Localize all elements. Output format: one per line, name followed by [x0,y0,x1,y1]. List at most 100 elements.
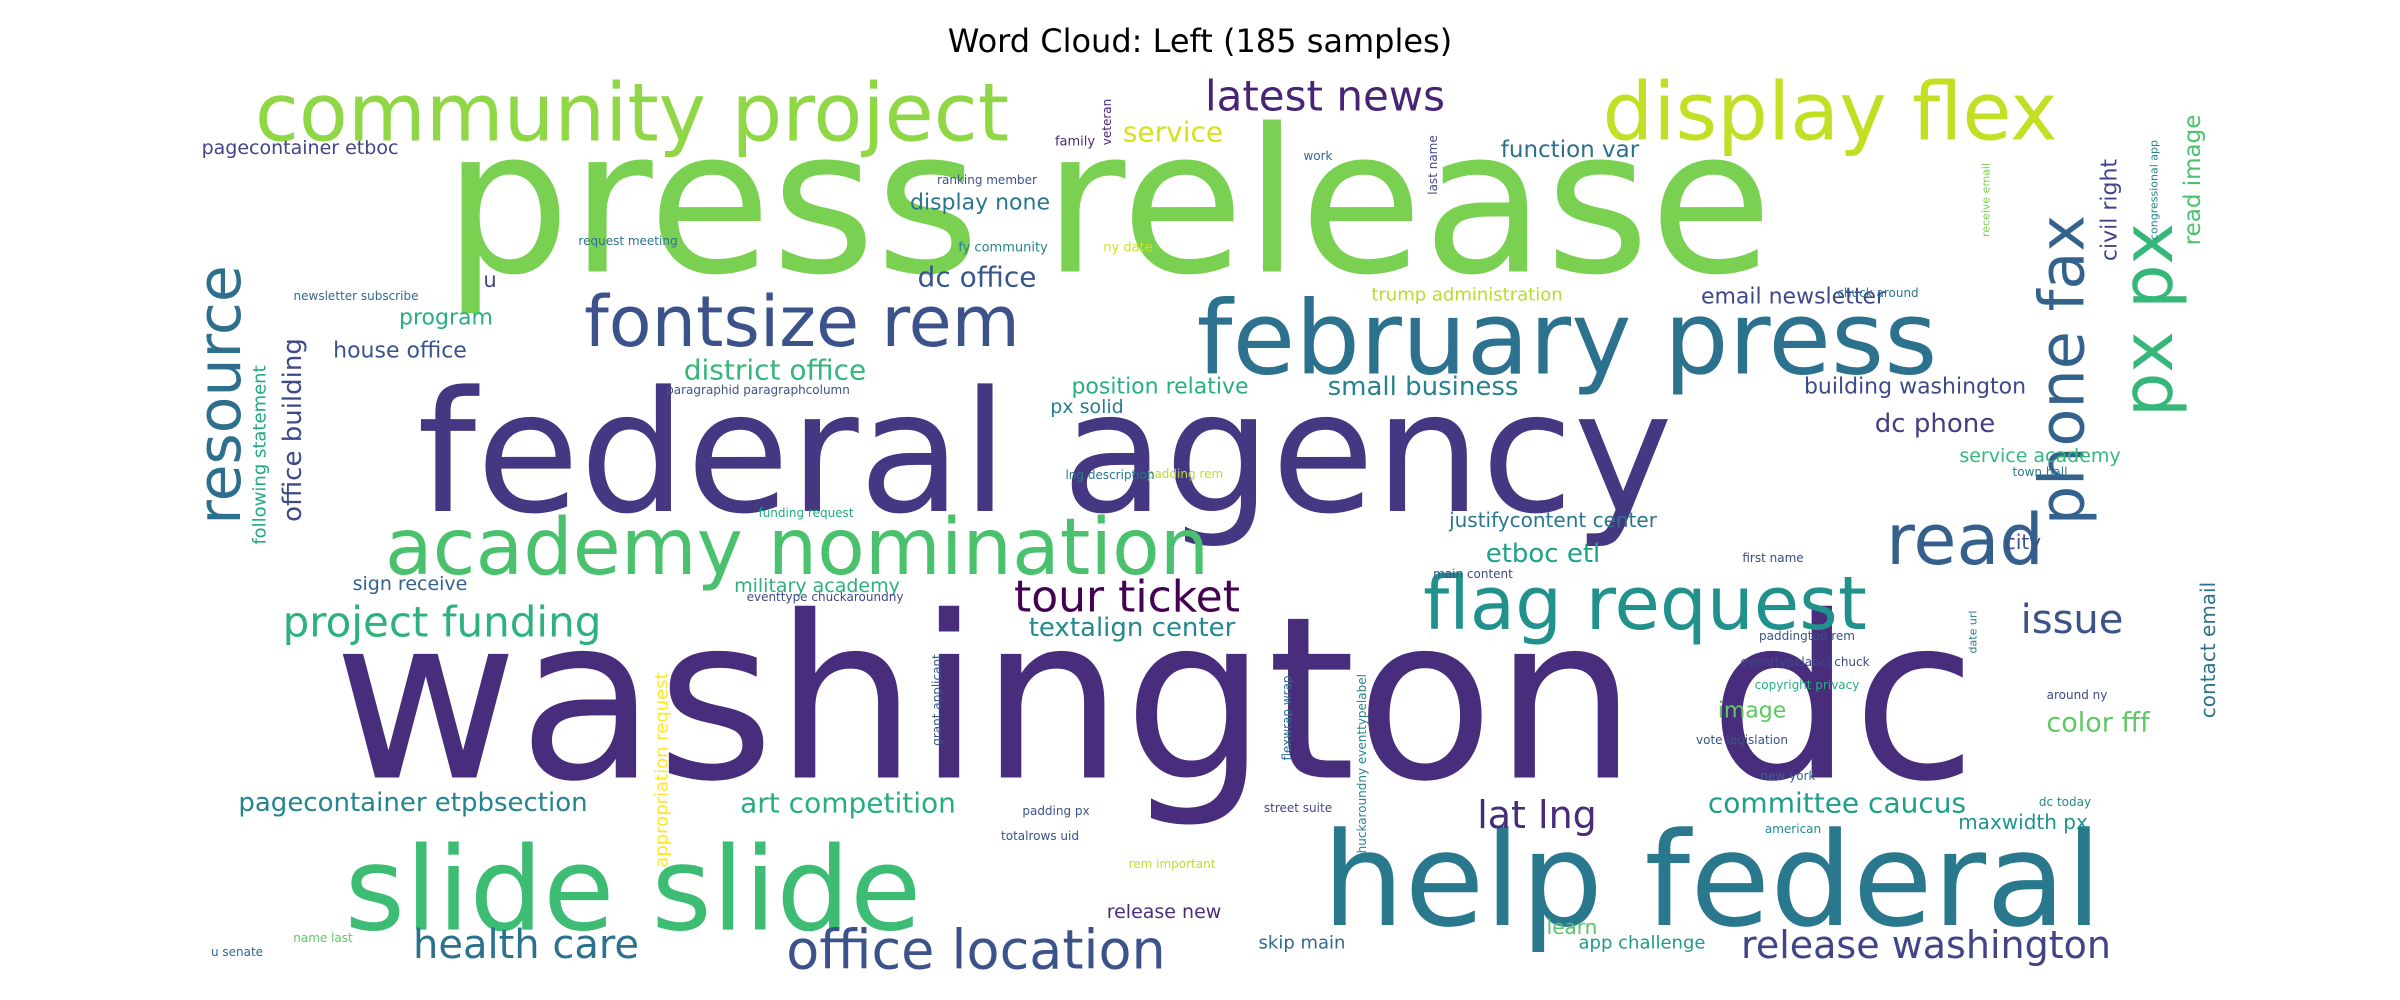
word-cloud-word: press release [443,87,1772,320]
word-cloud-word: request meeting [578,234,677,248]
word-cloud-word: around ny [2047,688,2108,702]
word-cloud-word: release new [1107,901,1222,923]
word-cloud-word: u senate [211,945,263,959]
word-cloud-word: last name [1426,135,1440,195]
word-cloud-word: service [1123,116,1223,149]
word-cloud-word: dc today [2039,795,2091,809]
word-cloud-word: contact email [2196,582,2220,718]
word-cloud-word: help federal [1322,804,2102,956]
word-cloud-word: american [1765,822,1821,836]
word-cloud-word: position relative [1071,375,1248,400]
word-cloud-word: name last [293,931,353,945]
word-cloud-word: building washington [1804,375,2026,400]
word-cloud-word: main content [1433,567,1513,581]
word-cloud-word: program [399,306,493,331]
word-cloud-word: district office [684,354,867,387]
word-cloud-word: app challenge [1579,933,1706,954]
word-cloud-word: committee caucus [1708,787,1966,820]
word-cloud-word: february press [1197,280,1938,399]
word-cloud-word: family [1055,135,1095,150]
word-cloud-word: rem important [1129,857,1216,871]
word-cloud-word: fy community [958,241,1048,256]
word-cloud-word: street suite [1264,801,1332,815]
word-cloud-word: military academy [734,575,900,597]
word-cloud-word: academy nomination [385,503,1209,593]
word-cloud-word: congressional app [2148,140,2161,240]
word-cloud-word: federal agency [417,355,1673,551]
word-cloud-word: trump administration [1371,285,1562,306]
word-cloud-word: service academy [1959,445,2120,467]
word-cloud-word: veteran [1100,99,1114,145]
word-cloud-word: office building [278,338,308,522]
word-cloud-word: pagecontainer etboc [202,137,399,159]
word-cloud-word: art competition [740,787,956,820]
word-cloud-word: grant applicant [930,654,944,746]
word-cloud-word: eventtype chuckaroundny [747,590,904,604]
word-cloud-word: px solid [1050,396,1124,418]
word-cloud-word: tour ticket [1014,572,1240,623]
word-cloud-word: chuck around [1837,286,1918,300]
word-cloud-word: following statement [250,365,271,544]
word-cloud-word: fontsize rem [584,281,1020,363]
word-cloud-word: latest news [1205,72,1445,121]
word-cloud-word: textalign center [1029,613,1236,643]
word-cloud-word: issue [2021,597,2124,643]
word-cloud-word: first name [1742,551,1803,565]
word-cloud-word: display none [910,191,1050,216]
word-cloud-word: sign receive [353,573,468,595]
word-cloud-word: receive email [1980,163,1993,237]
word-cloud-word: padding px [1022,804,1089,818]
word-cloud-word: ny date [1103,241,1152,256]
word-cloud-word: totalrows uid [1001,829,1079,843]
word-cloud-word: release washington [1741,923,2111,967]
word-cloud-word: appropriation request [652,672,673,867]
word-cloud-word: learn [1547,915,1598,939]
word-cloud-word: justifycontent center [1448,508,1658,532]
word-cloud-word: etboc etl [1486,539,1601,569]
word-cloud-word: health care [413,922,639,968]
word-cloud-word: lng description [1065,468,1154,482]
word-cloud-word: phone fax [2026,215,2099,525]
word-cloud-word: pagecontainer etpbsection [238,788,587,818]
word-cloud-word: function var [1501,137,1640,163]
word-cloud-words: washington dc press release federal agency… [185,66,2220,982]
word-cloud-word: house office [333,339,467,364]
word-cloud-word: washington dc [333,569,1976,832]
word-cloud-word: read [1886,499,2044,581]
word-cloud-word: small business [1328,372,1519,402]
word-cloud-word: px px [2107,223,2189,417]
word-cloud-word: skip main [1259,933,1346,954]
word-cloud-word: town hall [2013,465,2068,479]
word-cloud-word: flexwrap wrap [1280,675,1294,760]
chart-title: Word Cloud: Left (185 samples) [947,22,1453,60]
word-cloud-word: lat lng [1477,793,1597,837]
word-cloud-word: maxwidth px [1958,810,2088,834]
word-cloud-word: project funding [283,598,602,647]
word-cloud-word: slide slide [345,823,922,958]
word-cloud-word: flag request [1423,561,1867,647]
word-cloud-word: work [1303,149,1332,163]
word-cloud-word: chuckaroundny eventtypelabel [1355,674,1369,860]
word-cloud-word: display flex [1602,66,2057,159]
word-cloud-word: dc office [918,261,1037,294]
word-cloud-word: new york [1761,769,1816,783]
word-cloud-word: color fff [2046,708,2151,739]
word-cloud-word: office location [786,919,1166,982]
word-cloud-word: paddingtop rem [1759,629,1855,643]
word-cloud-word: padding rem [1147,467,1223,481]
word-cloud-word: resource [185,265,255,525]
word-cloud-word: date url [1967,611,1980,654]
word-cloud-word: city [2005,530,2041,554]
word-cloud-word: ranking member [937,173,1037,187]
word-cloud-word: funding request [758,506,853,520]
word-cloud-word: image [1718,699,1787,724]
word-cloud-word: u [483,268,496,292]
word-cloud-word: community project [255,67,1009,160]
word-cloud-word: dc phone [1875,409,1995,439]
word-cloud-word: paragraphid paragraphcolumn [666,383,850,397]
word-cloud-word: vote legislation [1696,733,1788,747]
word-cloud-word: copyright privacy [1755,678,1860,692]
word-cloud-word: newsletter subscribe [294,289,419,303]
word-cloud-word: civil right [2098,159,2123,262]
